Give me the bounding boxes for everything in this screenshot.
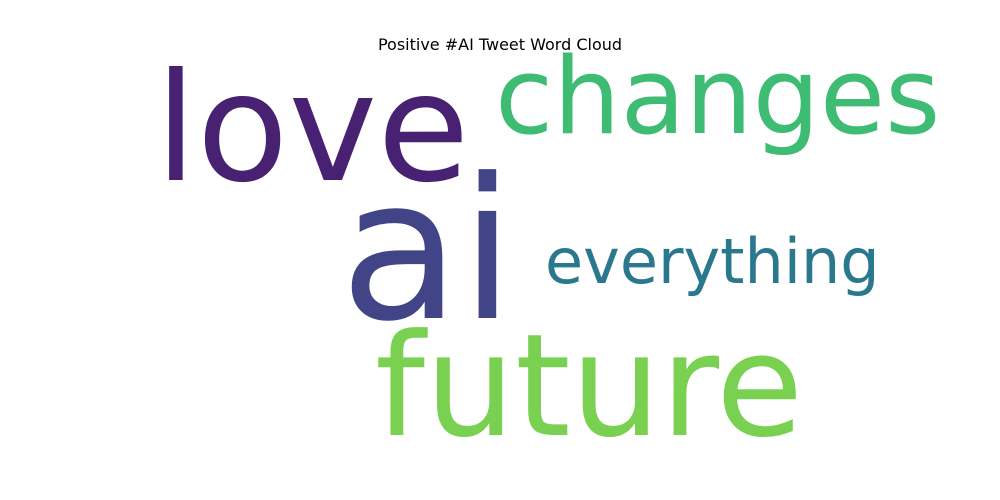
- cloud-word-changes: changes: [495, 35, 940, 158]
- chart-title: Positive #AI Tweet Word Cloud: [377, 35, 623, 54]
- cloud-word-everything: everything: [545, 225, 880, 298]
- cloud-word-ai: ai: [340, 137, 515, 365]
- cloud-word-future: future: [375, 304, 803, 469]
- cloud-word-love: love: [155, 42, 470, 216]
